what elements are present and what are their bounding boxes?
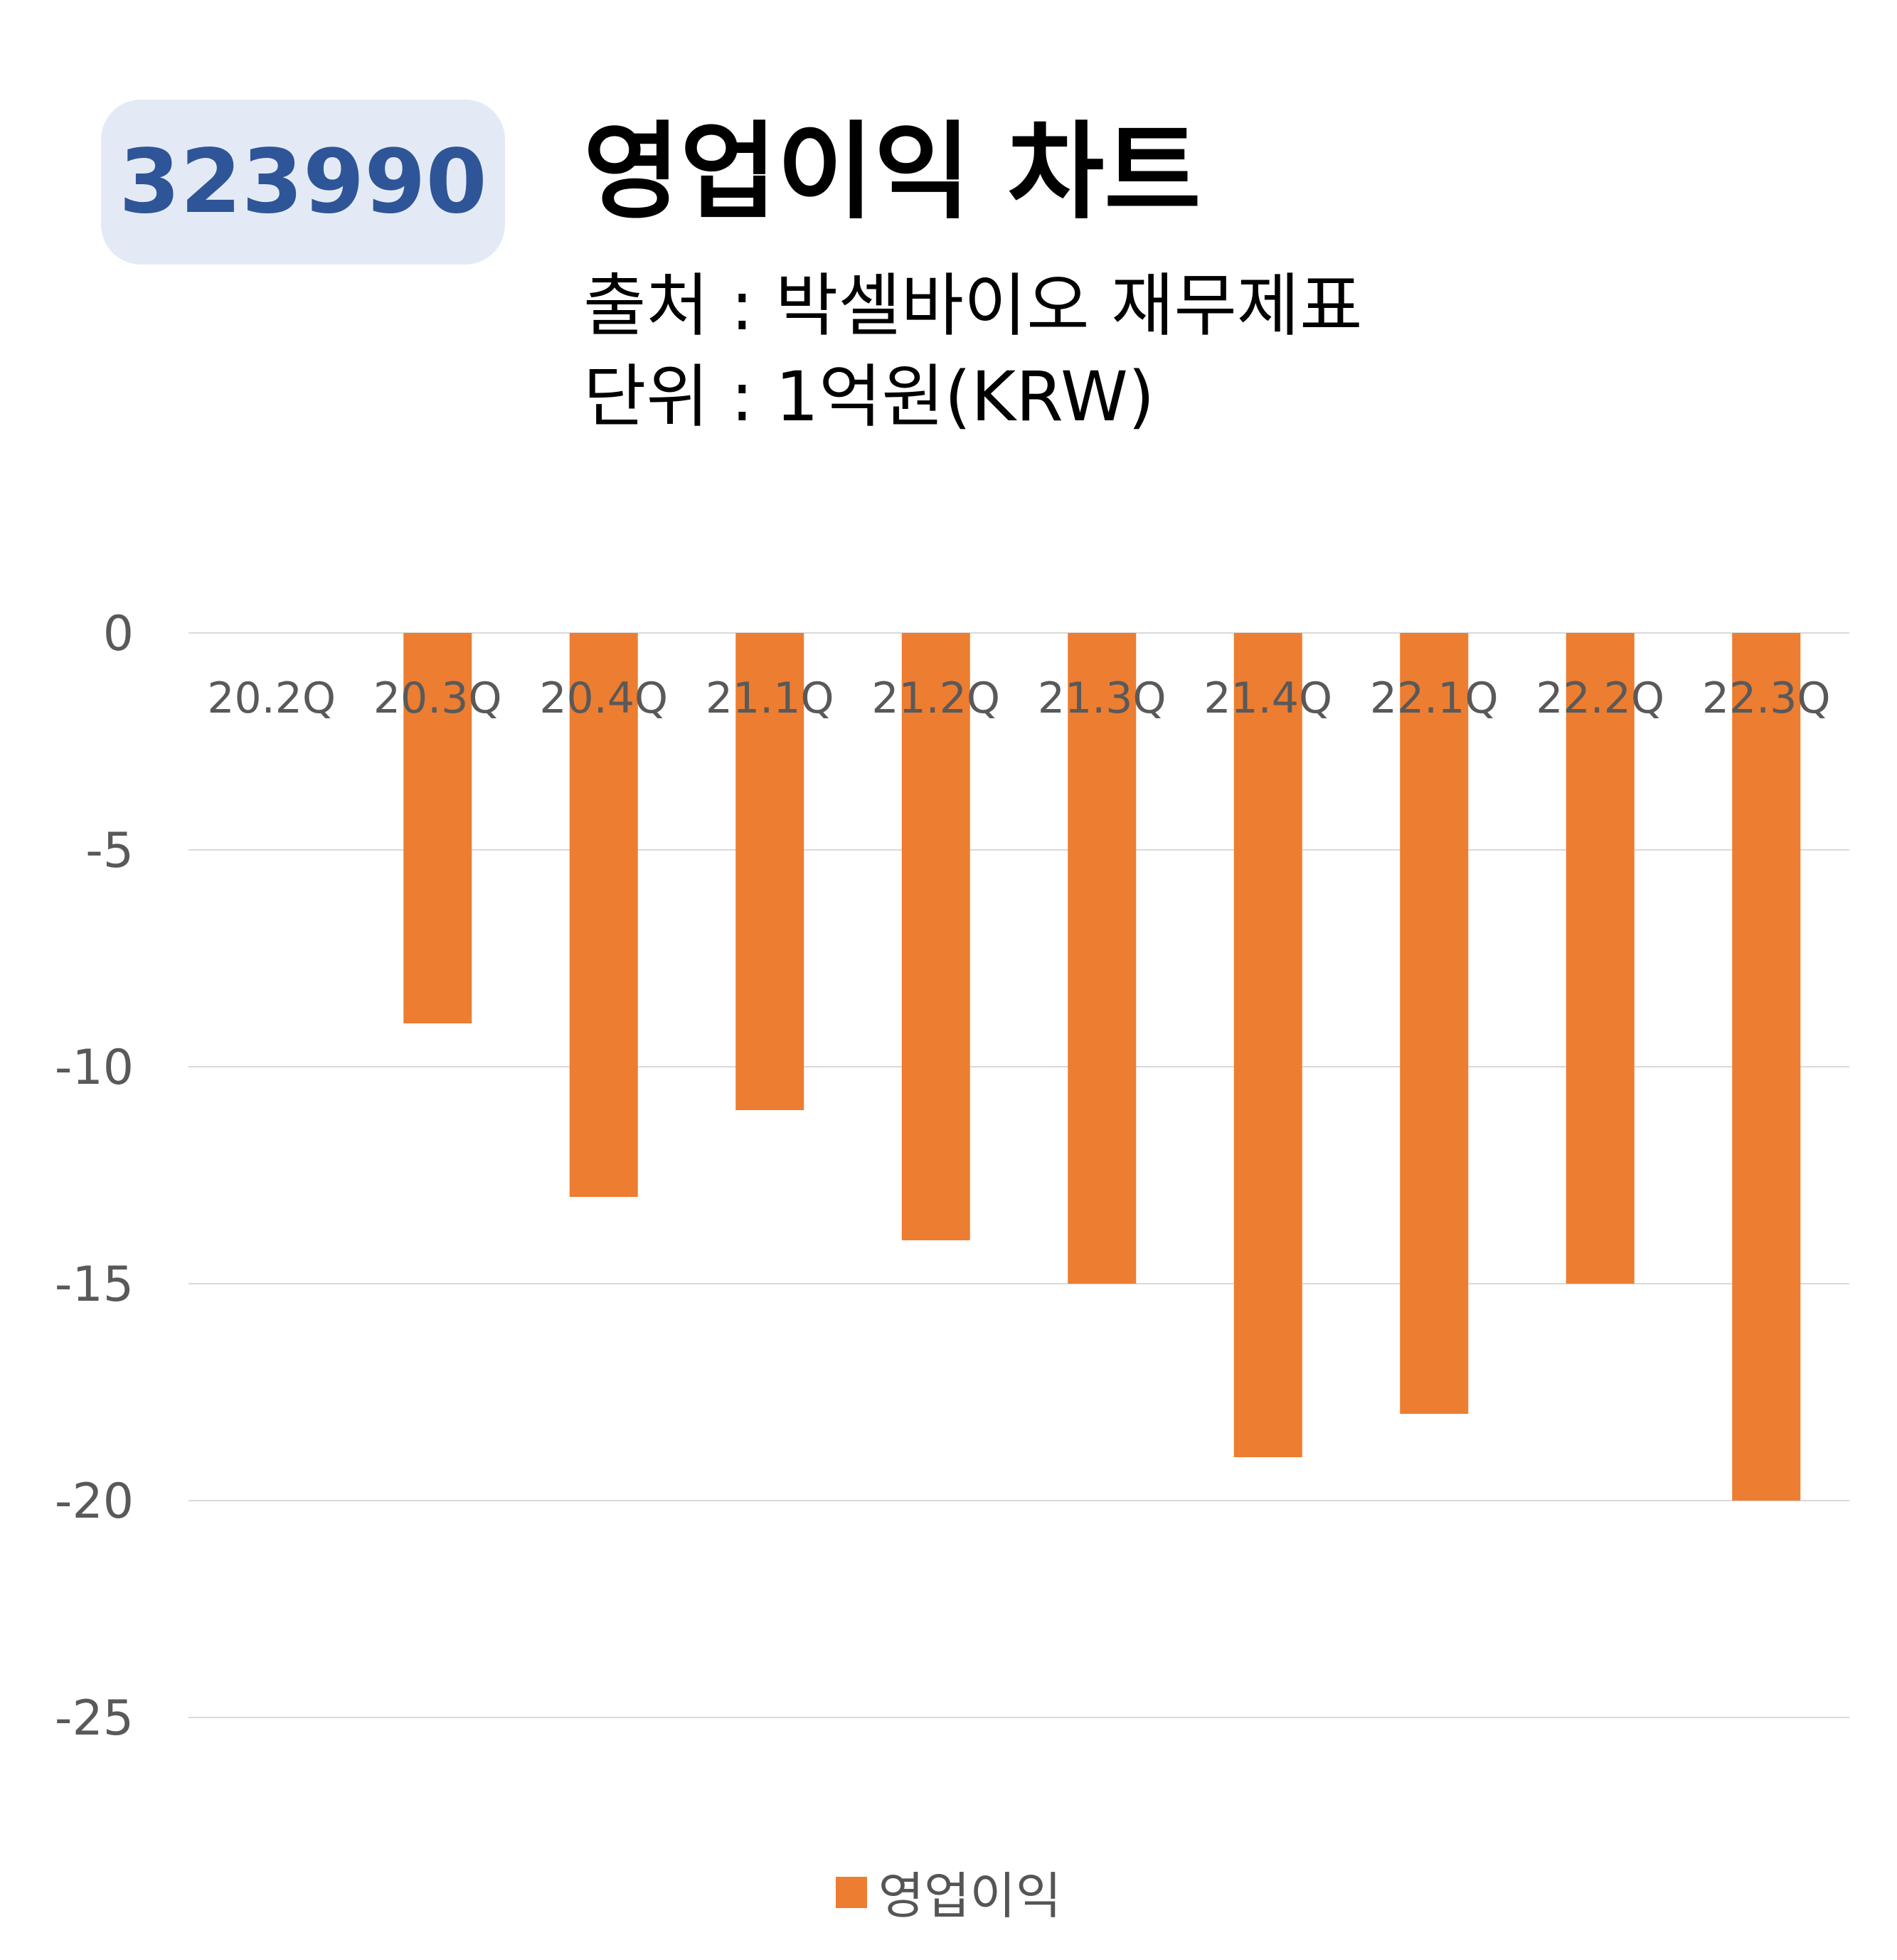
legend-label: 영업이익: [878, 1867, 1062, 1925]
y-tick-label: 0: [103, 606, 134, 662]
y-tick-label: -15: [55, 1257, 134, 1313]
x-tick-label: 21.1Q: [706, 673, 834, 723]
bar: [1566, 633, 1635, 1284]
bar: [735, 633, 804, 1110]
bar: [1732, 633, 1801, 1501]
bar: [1400, 633, 1469, 1414]
x-tick-label: 20.4Q: [539, 673, 668, 723]
legend-swatch: [835, 1876, 867, 1908]
x-axis-ticks: 20.2Q 20.3Q 20.4Q 21.1Q 21.2Q 21.3Q 21.4Q 22.1Q…: [207, 673, 1830, 723]
y-tick-label: -10: [55, 1040, 134, 1096]
x-tick-label: 21.4Q: [1203, 673, 1332, 723]
bar: [1233, 633, 1302, 1457]
source-subtitle: 출처 : 박셀바이오 재무제표: [583, 266, 1363, 346]
y-tick-label: -25: [55, 1690, 134, 1747]
legend: 영업이익: [0, 1856, 1897, 1928]
x-tick-label: 22.3Q: [1702, 673, 1831, 723]
bars: [403, 633, 1801, 1501]
y-axis-ticks: 0 -5 -10 -15 -20 -25: [55, 606, 134, 1747]
x-tick-label: 20.3Q: [373, 673, 502, 723]
unit-subtitle: 단위 : 1억원(KRW): [583, 357, 1155, 437]
y-tick-label: -5: [85, 823, 134, 879]
bar: [569, 633, 638, 1197]
ticker-badge: 323990: [101, 100, 505, 265]
x-tick-label: 22.2Q: [1536, 673, 1664, 723]
x-tick-label: 22.1Q: [1370, 673, 1499, 723]
bar: [403, 633, 472, 1023]
bar: [1068, 633, 1137, 1284]
x-tick-label: 21.3Q: [1038, 673, 1167, 723]
x-tick-label: 20.2Q: [207, 673, 336, 723]
bar: [901, 633, 970, 1240]
y-tick-label: -20: [55, 1474, 134, 1530]
x-tick-label: 21.2Q: [871, 673, 1000, 723]
chart-title: 영업이익 차트: [583, 111, 1201, 233]
